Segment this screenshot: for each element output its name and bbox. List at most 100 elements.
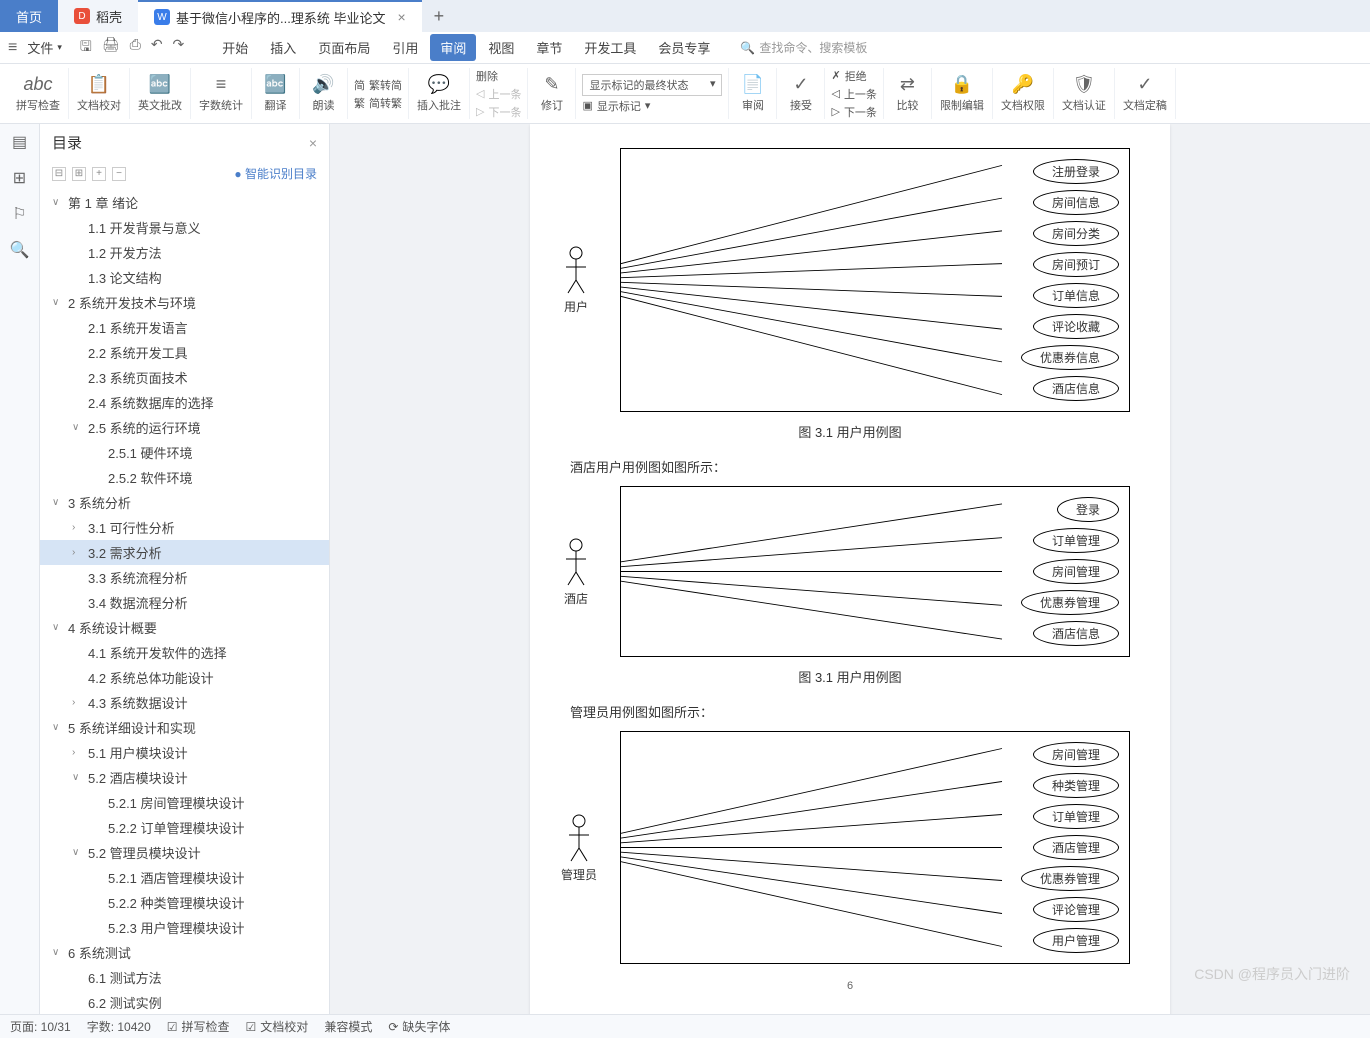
redo-icon[interactable]: ↷ xyxy=(173,36,185,60)
ribbon-proof[interactable]: 📋文档校对 xyxy=(69,68,130,119)
outline-item[interactable]: 5.2.1 酒店管理模块设计 xyxy=(40,865,329,890)
expand-all-icon[interactable]: ⊞ xyxy=(72,167,86,181)
perm-icon: 🔑 xyxy=(1012,74,1034,95)
menu-章节[interactable]: 章节 xyxy=(526,34,572,61)
outline-icon[interactable]: ▤ xyxy=(12,132,27,152)
outline-item[interactable]: 5.2.3 用户管理模块设计 xyxy=(40,915,329,940)
collapse-all-icon[interactable]: ⊟ xyxy=(52,167,66,181)
next-comment[interactable]: ▷ xyxy=(476,105,484,118)
outline-item[interactable]: ∨5.2 管理员模块设计 xyxy=(40,840,329,865)
outline-item[interactable]: 3.4 数据流程分析 xyxy=(40,590,329,615)
ribbon-eng[interactable]: 🔤英文批改 xyxy=(130,68,191,119)
outline-item[interactable]: 2.3 系统页面技术 xyxy=(40,365,329,390)
ribbon-spell[interactable]: abc拼写检查 xyxy=(8,68,69,119)
level-up-icon[interactable]: + xyxy=(92,167,106,181)
ribbon-auth[interactable]: 🛡文档认证 xyxy=(1054,68,1115,119)
status-spell[interactable]: ☑ 拼写检查 xyxy=(167,1018,230,1035)
ribbon-restrict[interactable]: 🔒限制编辑 xyxy=(932,68,993,119)
hamburger-icon[interactable]: ≡ xyxy=(8,39,17,57)
ribbon-perm[interactable]: 🔑文档权限 xyxy=(993,68,1054,119)
outline-item[interactable]: 2.4 系统数据库的选择 xyxy=(40,390,329,415)
preview-icon[interactable]: ⎙ xyxy=(130,36,141,60)
outline-close[interactable]: × xyxy=(309,135,317,151)
outline-item[interactable]: 6.1 测试方法 xyxy=(40,965,329,990)
track-display-select[interactable]: 显示标记的最终状态▾ xyxy=(582,74,722,96)
outline-item[interactable]: 5.2.2 订单管理模块设计 xyxy=(40,815,329,840)
outline-item[interactable]: 2.1 系统开发语言 xyxy=(40,315,329,340)
outline-item[interactable]: ›3.1 可行性分析 xyxy=(40,515,329,540)
smart-toc[interactable]: ● 智能识别目录 xyxy=(234,165,317,182)
tab-add[interactable]: + xyxy=(422,0,457,32)
ribbon-s2t[interactable]: 简繁转简 繁简转繁 xyxy=(348,68,409,119)
search-rail-icon[interactable]: 🔍 xyxy=(10,240,30,260)
ribbon-compare[interactable]: ⇄比较 xyxy=(884,68,932,119)
status-proof[interactable]: ☑ 文档校对 xyxy=(246,1018,309,1035)
ribbon-read[interactable]: 🔊朗读 xyxy=(300,68,348,119)
file-menu[interactable]: 文件▾ xyxy=(27,38,62,57)
accept-icon: ✓ xyxy=(793,74,808,95)
outline-item[interactable]: 1.2 开发方法 xyxy=(40,240,329,265)
outline-item[interactable]: ∨6 系统测试 xyxy=(40,940,329,965)
ribbon-accept[interactable]: ✓接受 xyxy=(777,68,825,119)
tab-app[interactable]: D稻壳 xyxy=(58,0,138,32)
ribbon-review[interactable]: 📄审阅 xyxy=(729,68,777,119)
tab-document[interactable]: W基于微信小程序的...理系统 毕业论文× xyxy=(138,0,422,32)
tab-home[interactable]: 首页 xyxy=(0,0,58,32)
trans-icon: 🔤 xyxy=(264,74,286,95)
ribbon-wordcount[interactable]: ≡字数统计 xyxy=(191,68,252,119)
outline-item[interactable]: ›4.3 系统数据设计 xyxy=(40,690,329,715)
outline-item[interactable]: ∨2 系统开发技术与环境 xyxy=(40,290,329,315)
status-page[interactable]: 页面: 10/31 xyxy=(10,1018,71,1035)
menu-开始[interactable]: 开始 xyxy=(212,34,258,61)
ribbon-draft[interactable]: ✓文档定稿 xyxy=(1115,68,1176,119)
outline-item[interactable]: ∨3 系统分析 xyxy=(40,490,329,515)
menu-页面布局[interactable]: 页面布局 xyxy=(308,34,380,61)
outline-item[interactable]: 6.2 测试实例 xyxy=(40,990,329,1014)
outline-item[interactable]: 4.2 系统总体功能设计 xyxy=(40,665,329,690)
ribbon-translate[interactable]: 🔤翻译 xyxy=(252,68,300,119)
prev-comment[interactable]: ◁ xyxy=(476,87,484,100)
print-icon[interactable]: 🖨 xyxy=(102,36,120,60)
delete-comment[interactable]: 删除 xyxy=(476,68,498,84)
undo-icon[interactable]: ↶ xyxy=(151,36,163,60)
ribbon-comment[interactable]: 💬插入批注 xyxy=(409,68,470,119)
usecase: 房间管理 xyxy=(1033,559,1119,584)
outline-item[interactable]: 1.1 开发背景与意义 xyxy=(40,215,329,240)
outline-item[interactable]: ∨2.5 系统的运行环境 xyxy=(40,415,329,440)
next-change[interactable]: ▷ 下一条 xyxy=(831,104,876,120)
document-area[interactable]: 注册登录房间信息房间分类房间预订订单信息评论收藏优惠券信息酒店信息用户 图 3.… xyxy=(330,124,1370,1014)
menu-开发工具[interactable]: 开发工具 xyxy=(574,34,646,61)
outline-item[interactable]: ∨5.2 酒店模块设计 xyxy=(40,765,329,790)
save-icon[interactable]: 🖫 xyxy=(80,36,92,60)
outline-item[interactable]: 4.1 系统开发软件的选择 xyxy=(40,640,329,665)
page: 注册登录房间信息房间分类房间预订订单信息评论收藏优惠券信息酒店信息用户 图 3.… xyxy=(530,124,1170,1014)
close-icon[interactable]: × xyxy=(397,9,405,25)
outline-item[interactable]: 3.3 系统流程分析 xyxy=(40,565,329,590)
outline-item[interactable]: ›5.1 用户模块设计 xyxy=(40,740,329,765)
menu-会员专享[interactable]: 会员专享 xyxy=(648,34,720,61)
outline-item[interactable]: 5.2.1 房间管理模块设计 xyxy=(40,790,329,815)
outline-item[interactable]: 2.5.2 软件环境 xyxy=(40,465,329,490)
bookmark-icon[interactable]: ⚐ xyxy=(12,204,26,224)
outline-item[interactable]: ∨第 1 章 绪论 xyxy=(40,190,329,215)
status-words[interactable]: 字数: 10420 xyxy=(87,1018,151,1035)
reject-button[interactable]: ✗ 拒绝 xyxy=(831,68,866,84)
level-down-icon[interactable]: − xyxy=(112,167,126,181)
menu-插入[interactable]: 插入 xyxy=(260,34,306,61)
search-box[interactable]: 🔍查找命令、搜索模板 xyxy=(740,39,867,56)
outline-item[interactable]: ›3.2 需求分析 xyxy=(40,540,329,565)
outline-item[interactable]: 2.5.1 硬件环境 xyxy=(40,440,329,465)
show-markup[interactable]: ▣ 显示标记 ▾ xyxy=(582,98,650,114)
outline-item[interactable]: 5.2.2 种类管理模块设计 xyxy=(40,890,329,915)
nav-icon[interactable]: ⊞ xyxy=(13,168,26,188)
prev-change[interactable]: ◁ 上一条 xyxy=(831,86,876,102)
menu-引用[interactable]: 引用 xyxy=(382,34,428,61)
menu-视图[interactable]: 视图 xyxy=(478,34,524,61)
status-font[interactable]: ⟳ 缺失字体 xyxy=(388,1018,450,1035)
ribbon-track[interactable]: ✎修订 xyxy=(528,68,576,119)
outline-item[interactable]: ∨4 系统设计概要 xyxy=(40,615,329,640)
outline-item[interactable]: 2.2 系统开发工具 xyxy=(40,340,329,365)
menu-审阅[interactable]: 审阅 xyxy=(430,34,476,61)
outline-item[interactable]: 1.3 论文结构 xyxy=(40,265,329,290)
outline-item[interactable]: ∨5 系统详细设计和实现 xyxy=(40,715,329,740)
